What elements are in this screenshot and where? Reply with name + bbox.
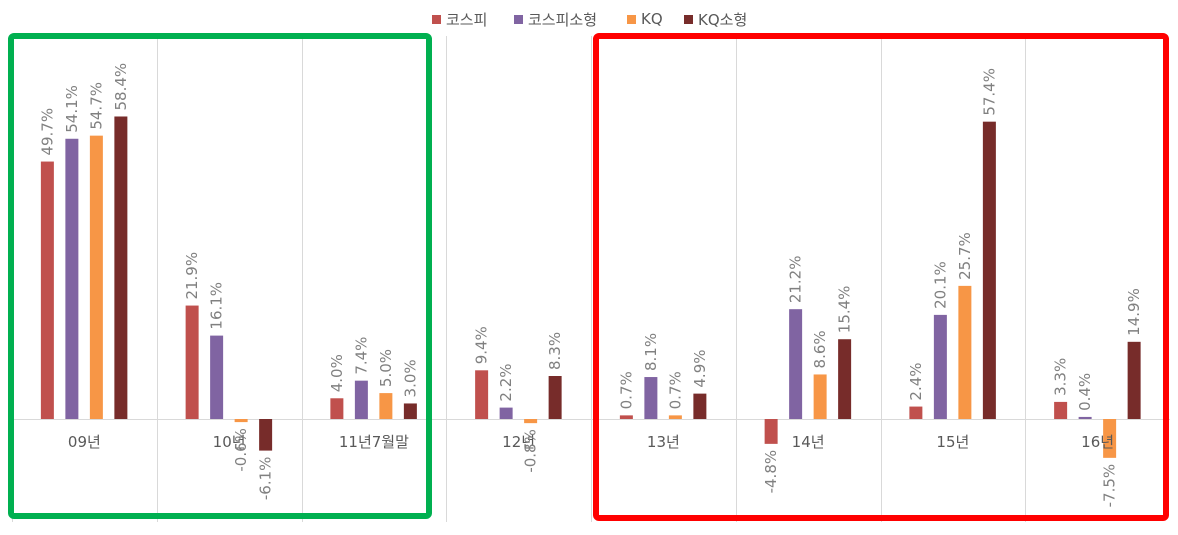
legend-swatch [432, 14, 441, 24]
legend-item: KQ소형 [684, 8, 747, 30]
bar [114, 116, 128, 419]
category-label: 10년 [213, 433, 246, 451]
data-label: 2.2% [497, 363, 515, 401]
category-label: 09년 [68, 433, 101, 451]
data-label: 0.4% [1076, 373, 1094, 411]
data-label: -4.8% [762, 450, 780, 494]
bar [813, 374, 827, 419]
legend-swatch [684, 14, 693, 24]
bar [524, 419, 538, 424]
bar [982, 121, 996, 419]
legend-label: KQ [641, 10, 663, 28]
legend-swatch [627, 14, 636, 24]
bar [40, 161, 54, 419]
bar [838, 339, 852, 419]
data-label: 57.4% [980, 68, 998, 116]
category-label: 16년 [1081, 433, 1114, 451]
data-label: 4.9% [691, 350, 709, 388]
bar [65, 138, 79, 419]
highlight-box-green [8, 33, 432, 519]
data-label: 5.0% [377, 349, 395, 387]
bar [644, 377, 658, 419]
bar [185, 305, 199, 419]
data-label: 21.2% [787, 256, 805, 304]
bar [933, 314, 947, 419]
bar [403, 403, 417, 419]
legend-item: KQ [627, 8, 663, 30]
bar [668, 415, 682, 419]
bar [210, 335, 224, 419]
bar [619, 415, 633, 419]
bar [909, 406, 923, 419]
bar [499, 407, 513, 419]
data-label: 25.7% [956, 232, 974, 280]
data-label: 0.7% [666, 371, 684, 409]
legend-item: 코스피 [432, 8, 487, 30]
category-label: 12년 [502, 433, 535, 451]
data-label: 9.4% [473, 326, 491, 364]
bar [548, 376, 562, 419]
data-label: 20.1% [931, 261, 949, 309]
legend-label: 코스피 [446, 10, 488, 29]
bar [259, 419, 273, 451]
bar [89, 135, 103, 420]
data-label: 49.7% [38, 108, 56, 156]
bar [1103, 419, 1117, 458]
data-label: 58.4% [112, 63, 130, 111]
data-label: 54.1% [63, 85, 81, 133]
data-label: 8.3% [546, 332, 564, 370]
data-label: 2.4% [907, 362, 925, 400]
data-label: 3.0% [401, 359, 419, 397]
data-label: 16.1% [208, 282, 226, 330]
data-label: 21.9% [183, 252, 201, 300]
category-label: 11년7월말 [339, 433, 409, 451]
bar [1127, 341, 1141, 419]
data-label: -0.8% [522, 429, 540, 473]
bar [234, 419, 248, 423]
bar [354, 380, 368, 419]
category-label: 14년 [792, 433, 825, 451]
data-label: -7.5% [1101, 464, 1119, 508]
data-label: 7.4% [352, 337, 370, 375]
data-label: 8.1% [642, 333, 660, 371]
data-label: 54.7% [87, 82, 105, 130]
bar [958, 285, 972, 419]
legend-item: 코스피소형 [514, 8, 597, 30]
bar [1078, 416, 1092, 419]
data-label: 0.7% [617, 371, 635, 409]
highlight-box-red [593, 33, 1169, 521]
data-label: 4.0% [328, 354, 346, 392]
category-label: 13년 [647, 433, 680, 451]
legend-label: KQ소형 [698, 10, 748, 29]
data-label: 8.6% [811, 330, 829, 368]
legend-label: 코스피소형 [528, 10, 598, 29]
data-label: 15.4% [836, 286, 854, 334]
bar [789, 309, 803, 419]
bar [693, 393, 707, 419]
legend-swatch [514, 14, 523, 24]
data-label: 3.3% [1052, 358, 1070, 396]
category-label: 15년 [936, 433, 969, 451]
data-label: -0.6% [232, 428, 250, 472]
bar [379, 393, 393, 419]
bar [330, 398, 344, 419]
bar [764, 419, 778, 444]
bar [475, 370, 489, 419]
bar [1054, 401, 1068, 419]
data-label: -6.1% [257, 457, 275, 501]
data-label: 14.9% [1125, 288, 1143, 336]
